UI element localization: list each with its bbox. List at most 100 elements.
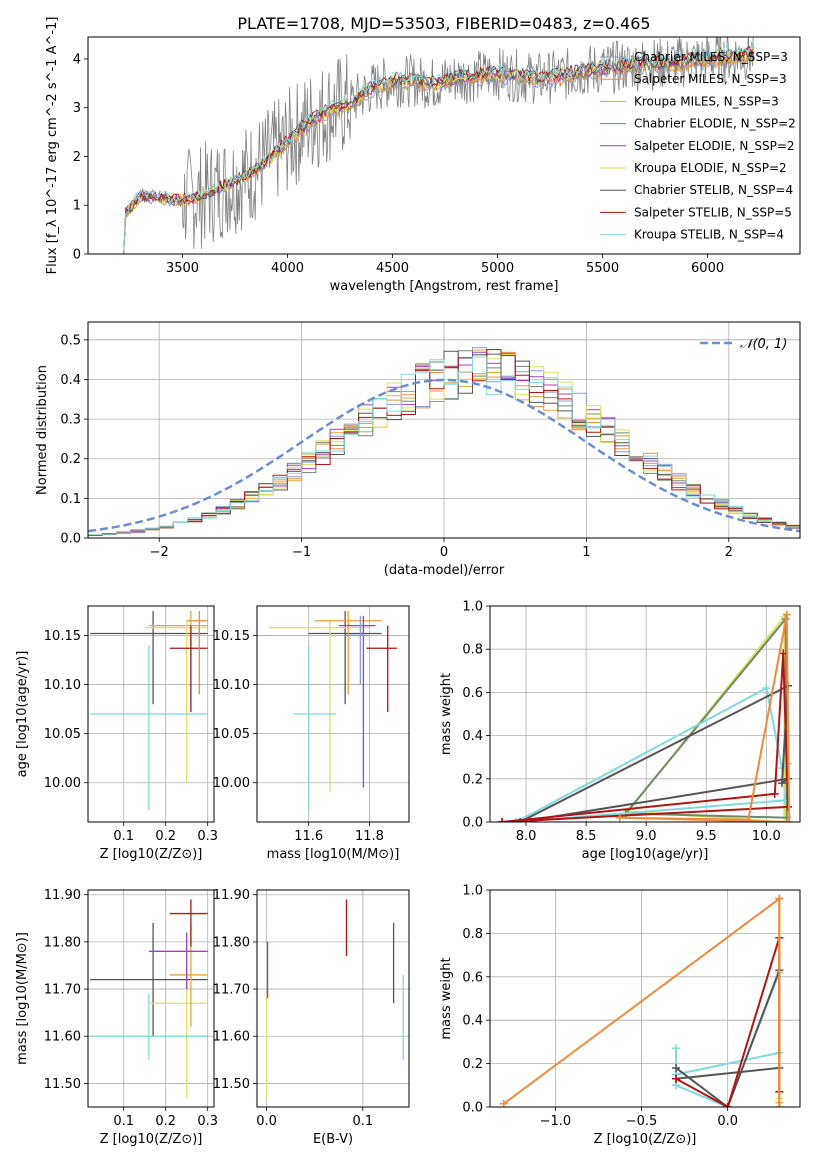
y-tick-label: 0.8 [462, 643, 483, 658]
y-tick-label: 11.70 [213, 983, 250, 998]
x-axis-label: Z [log10(Z/Z⊙)] [594, 1132, 697, 1147]
y-tick-label: 11.80 [44, 935, 81, 950]
x-axis-label: E(B-V) [313, 1132, 353, 1147]
chart-massweight-vs-Z: −1.0 −0.5 0.0 0.0 0.2 0.4 0.6 0.8 1.0 Z [log10(Z/… [439, 884, 801, 1147]
y-axis-label: mass weight [439, 957, 454, 1039]
y-tick-label: 10.05 [44, 727, 81, 742]
plot-area [265, 899, 404, 1098]
x-tick-label: −0.5 [626, 1114, 658, 1129]
figure-title: PLATE=1708, MJD=53503, FIBERID=0483, z=0… [237, 14, 650, 33]
legend-entry: Kroupa STELIB, N_SSP=4 [634, 228, 784, 242]
axes-frame [87, 889, 215, 1108]
chart-massweight-vs-age: 8.0 8.5 9.0 9.5 10.0 0.0 0.2 0.4 0.6 0.8 1.0 age [l… [439, 600, 801, 862]
y-axis-label: Normed distribution [35, 365, 50, 495]
x-tick-label: 4500 [376, 261, 409, 276]
x-axis-label: (data-model)/error [384, 563, 505, 578]
x-tick-label: −1 [292, 545, 311, 560]
model-line-3 [121, 48, 755, 254]
axes-frame [256, 605, 410, 823]
y-tick-label: 1.0 [462, 600, 483, 615]
chart-residuals: 𝒩(0, 1) −2 −1 0 1 2 0.0 0.1 0.2 0.3 0.4 0.5 (data-mo… [35, 321, 801, 578]
y-tick-label: 10.15 [44, 629, 81, 644]
plot-area [88, 347, 800, 536]
weight-marker [782, 610, 791, 619]
legend-entry: Chabrier ELODIE, N_SSP=2 [634, 117, 796, 131]
y-tick-label: 11.50 [44, 1077, 81, 1092]
weight-marker [785, 818, 794, 822]
x-tick-label: 0.1 [113, 829, 134, 844]
legend-entry: Kroupa MILES, N_SSP=3 [634, 94, 779, 108]
x-tick-label: 5500 [586, 261, 619, 276]
axes-frame [489, 889, 801, 1108]
plot-area [499, 894, 784, 1107]
plot-area [90, 610, 208, 811]
x-tick-label: 0 [440, 545, 448, 560]
y-tick-label: 11.70 [44, 983, 81, 998]
x-tick-label: 0.2 [155, 829, 176, 844]
weight-marker [672, 1044, 680, 1053]
y-tick-label: 0.6 [462, 970, 483, 985]
y-tick-label: 0.8 [462, 927, 483, 942]
y-tick-label: 0.2 [60, 452, 81, 467]
y-tick-label: 10.05 [213, 727, 250, 742]
chart-age-vs-mass: 11.6 11.8 10.00 10.05 10.10 10.15 mass [log10(… [213, 605, 410, 862]
y-tick-label: 0.4 [60, 373, 81, 388]
y-tick-label: 10.00 [213, 776, 250, 791]
legend-entry: Chabrier STELIB, N_SSP=4 [634, 183, 793, 197]
y-tick-label: 10.10 [44, 678, 81, 693]
y-tick-label: 1 [73, 199, 81, 214]
y-tick-label: 11.60 [44, 1030, 81, 1045]
histogram-8 [88, 356, 800, 536]
model-line-8 [121, 44, 755, 254]
y-tick-label: 0.0 [60, 532, 81, 547]
x-tick-label: 9.5 [696, 829, 717, 844]
y-tick-label: 10.15 [213, 629, 250, 644]
y-tick-label: 4 [73, 52, 81, 67]
x-tick-label: 11.8 [355, 829, 384, 844]
y-tick-label: 0.2 [462, 1057, 483, 1072]
weight-marker [777, 779, 786, 788]
y-tick-label: 0.0 [462, 816, 483, 831]
y-axis-label: Flux [f_λ 10^-17 erg cm^-2 s^-1 A^-1] [45, 17, 60, 275]
y-tick-label: 0.3 [60, 413, 81, 428]
y-tick-label: 0 [73, 248, 81, 263]
legend-entry: 𝒩(0, 1) [740, 337, 787, 352]
x-tick-label: 8.5 [576, 829, 597, 844]
plot-area [498, 610, 794, 822]
x-axis-label: age [log10(age/yr)] [582, 847, 709, 862]
x-axis-label: Z [log10(Z/Z⊙)] [100, 847, 203, 862]
x-tick-label: 0.3 [197, 829, 218, 844]
weight-marker [770, 789, 779, 798]
plot-area [90, 899, 208, 1098]
x-axis-label: Z [log10(Z/Z⊙)] [100, 1132, 203, 1147]
x-tick-label: 5000 [481, 261, 514, 276]
x-tick-label: 11.6 [294, 829, 323, 844]
y-tick-label: 11.90 [44, 888, 81, 903]
chart-mass-vs-Z: 0.1 0.2 0.3 11.50 11.60 11.70 11.80 11.90 Z [log… [15, 888, 218, 1147]
y-axis-label: mass [log10(M/M⊙)] [15, 932, 30, 1065]
y-tick-label: 0.4 [462, 729, 483, 744]
observed-spectrum [125, 37, 754, 249]
legend-entry: Salpeter ELODIE, N_SSP=2 [634, 139, 795, 153]
x-tick-label: −1.0 [540, 1114, 572, 1129]
y-tick-label: 0.2 [462, 772, 483, 787]
y-tick-label: 0.5 [60, 333, 81, 348]
x-tick-label: 10.0 [752, 829, 781, 844]
y-tick-label: 2 [73, 150, 81, 165]
y-tick-label: 3 [73, 101, 81, 116]
axes-frame [87, 36, 801, 255]
plot-area [121, 37, 755, 254]
x-tick-label: 4000 [271, 261, 304, 276]
plot-area [269, 610, 397, 811]
x-tick-label: 8.0 [516, 829, 537, 844]
weight-marker [775, 1103, 784, 1107]
y-tick-label: 10.10 [213, 678, 250, 693]
weight-marker [615, 813, 624, 822]
x-axis-label: wavelength [Angstrom, rest frame] [330, 279, 559, 294]
x-tick-label: 0.0 [717, 1114, 738, 1129]
x-tick-label: 2 [725, 545, 733, 560]
y-tick-label: 10.00 [44, 776, 81, 791]
weight-marker [762, 684, 771, 693]
y-axis-label: age [log10(age/yr)] [15, 651, 30, 778]
